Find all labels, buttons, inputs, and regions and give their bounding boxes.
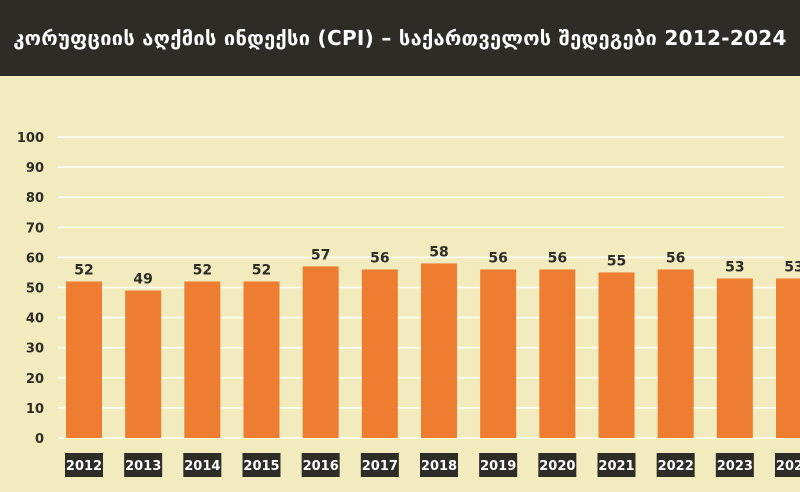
category-box <box>242 453 281 477</box>
data-label: 57 <box>311 247 330 263</box>
bar <box>716 278 753 438</box>
data-label: 53 <box>784 259 800 275</box>
y-tick-label: 40 <box>26 312 44 327</box>
data-label: 52 <box>252 262 271 278</box>
data-label: 56 <box>666 250 685 266</box>
x-tick-label: 2020 <box>539 459 575 474</box>
bar <box>480 269 517 438</box>
category-box <box>656 453 695 477</box>
data-label: 56 <box>370 250 389 266</box>
category-box <box>124 453 163 477</box>
bar <box>66 281 102 438</box>
y-tick-label: 90 <box>26 161 44 176</box>
x-tick-label: 2017 <box>362 459 398 474</box>
data-label: 53 <box>725 259 744 275</box>
y-tick-label: 50 <box>26 282 44 297</box>
data-label: 55 <box>607 253 626 269</box>
x-tick-label: 2024 <box>776 459 800 474</box>
category-box <box>597 453 636 477</box>
category-box <box>301 453 340 477</box>
bar <box>657 269 694 438</box>
x-tick-label: 2012 <box>66 459 102 474</box>
y-tick-label: 100 <box>17 131 44 146</box>
y-tick-label: 60 <box>26 251 44 266</box>
y-tick-label: 80 <box>26 191 44 206</box>
data-label: 58 <box>429 244 448 260</box>
y-tick-label: 0 <box>35 432 44 447</box>
category-box <box>775 453 800 477</box>
x-tick-label: 2019 <box>480 459 516 474</box>
bar <box>361 269 398 438</box>
y-tick-label: 10 <box>26 402 44 417</box>
x-tick-label: 2022 <box>658 459 694 474</box>
data-label: 52 <box>74 262 93 278</box>
x-tick-label: 2013 <box>125 459 161 474</box>
chart-title: კორუფციის აღქმის ინდექსი (CPI) – საქართვ… <box>13 26 787 50</box>
x-tick-label: 2016 <box>303 459 339 474</box>
x-tick-label: 2023 <box>717 459 753 474</box>
data-label: 49 <box>133 272 152 288</box>
category-box <box>360 453 399 477</box>
bar <box>243 281 280 438</box>
category-box <box>715 453 754 477</box>
bar <box>184 281 221 438</box>
bar <box>539 269 576 438</box>
category-box <box>479 453 518 477</box>
title-bar: კორუფციის აღქმის ინდექსი (CPI) – საქართვ… <box>0 0 800 76</box>
bar <box>776 278 800 438</box>
category-box <box>183 453 222 477</box>
data-label: 52 <box>193 262 212 278</box>
y-tick-label: 20 <box>26 372 44 387</box>
y-tick-label: 30 <box>26 342 44 357</box>
bar <box>421 263 457 438</box>
bar <box>302 266 339 438</box>
data-label: 56 <box>488 250 507 266</box>
x-tick-label: 2014 <box>184 459 220 474</box>
bar <box>125 290 162 438</box>
x-tick-label: 2015 <box>243 459 279 474</box>
x-tick-label: 2021 <box>598 459 634 474</box>
category-box <box>420 453 458 477</box>
category-box <box>65 453 103 477</box>
data-label: 56 <box>548 250 567 266</box>
category-box <box>538 453 577 477</box>
x-tick-label: 2018 <box>421 459 457 474</box>
y-tick-label: 70 <box>26 221 44 236</box>
bar <box>598 272 635 438</box>
